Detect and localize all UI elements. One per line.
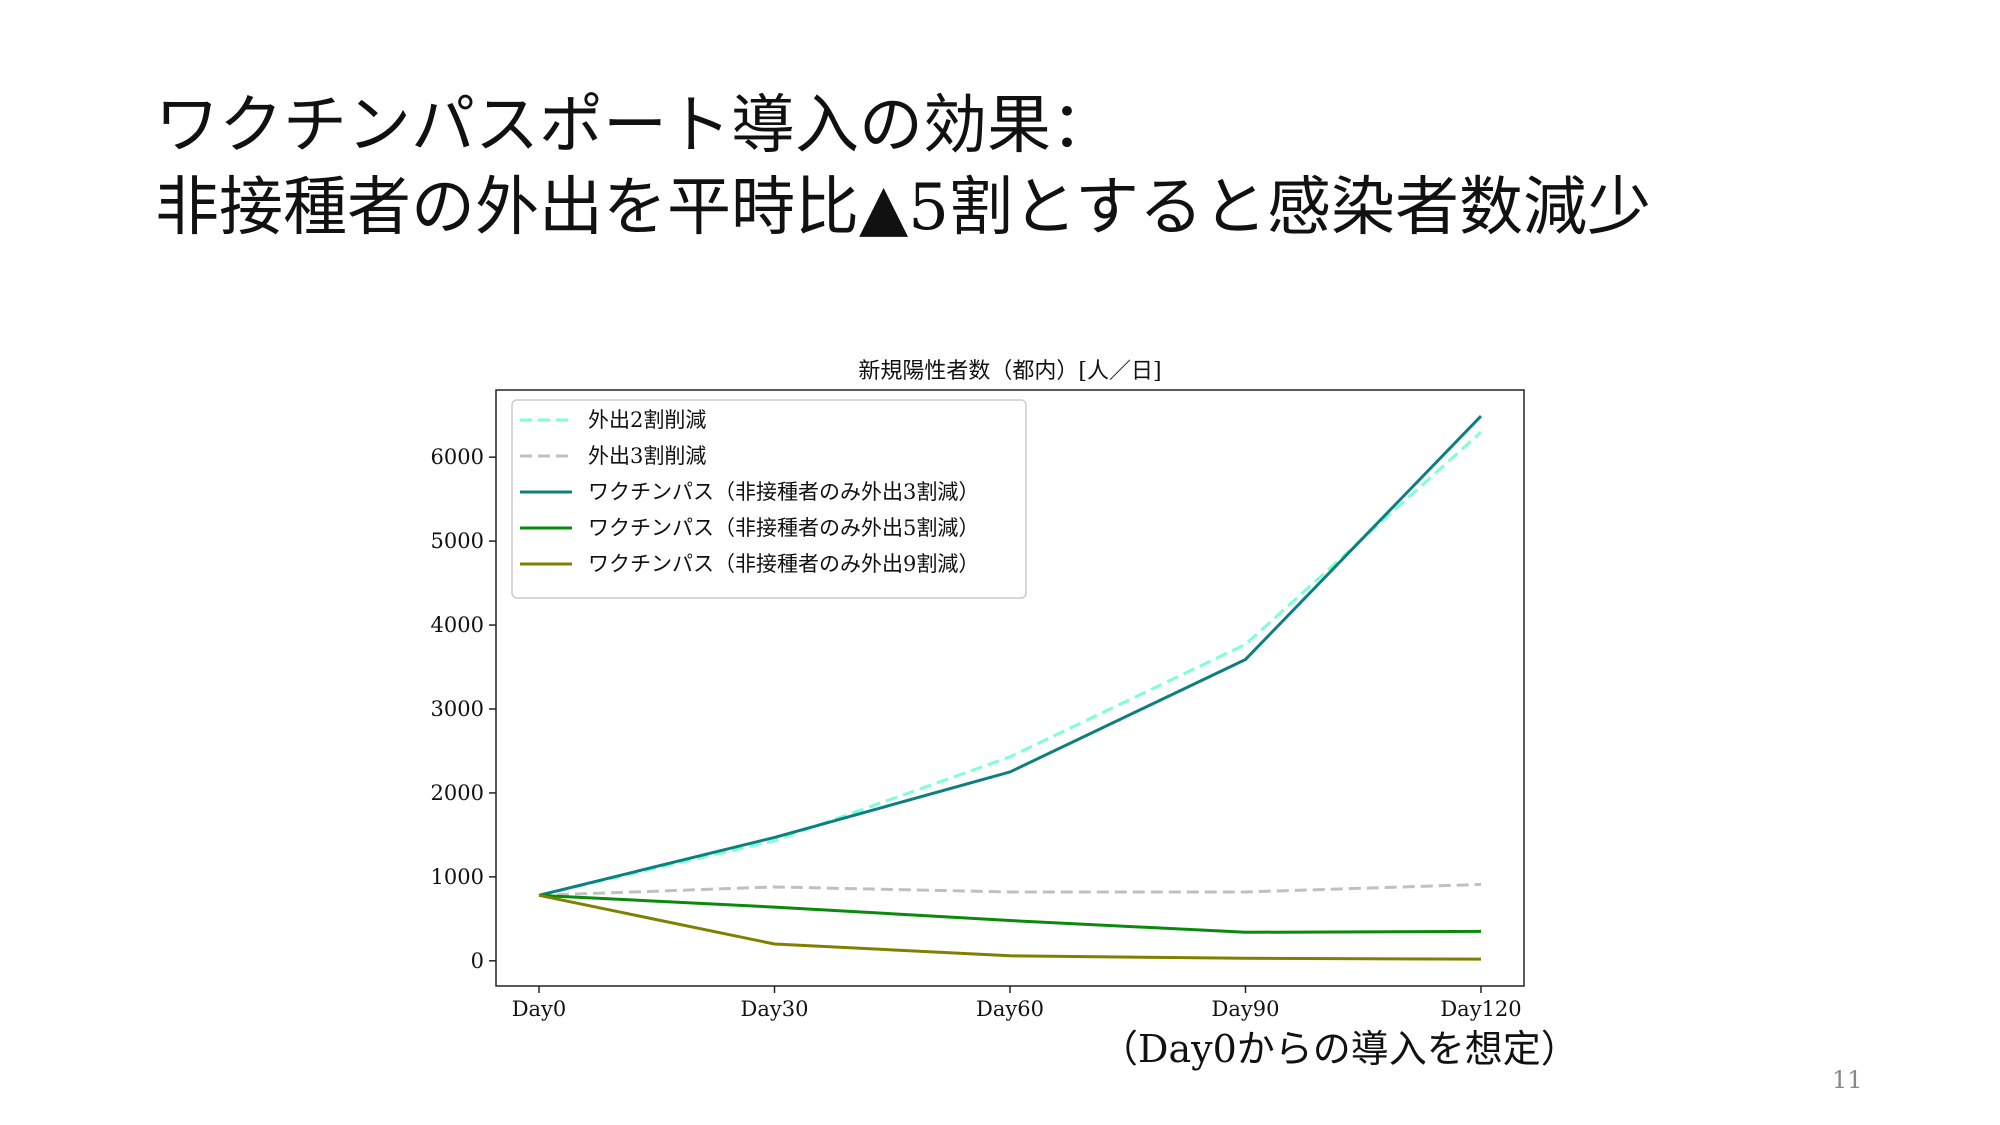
legend-label-1: 外出2割削減 (588, 408, 706, 432)
x-tick-label: Day120 (1440, 997, 1521, 1021)
chart-title: 新規陽性者数（都内）[人／日] (858, 359, 1161, 384)
y-tick-label: 3000 (431, 697, 484, 721)
series-line-4 (538, 893, 1482, 934)
x-tick-label: Day0 (512, 997, 567, 1021)
slide-title: ワクチンパスポート導入の効果： 非接種者の外出を平時比▲5割とすると感染者数減少 (155, 85, 1955, 249)
legend-label-5: ワクチンパス（非接種者のみ外出9割減） (588, 552, 979, 576)
x-tick-label: Day60 (976, 997, 1044, 1021)
page-number: 11 (1832, 1066, 1863, 1094)
legend-label-2: 外出3割削減 (588, 444, 706, 468)
y-tick-label: 0 (471, 949, 484, 973)
y-tick-label: 5000 (431, 529, 484, 553)
series-line-5 (538, 893, 1482, 961)
y-tick-label: 6000 (431, 445, 484, 469)
legend-label-3: ワクチンパス（非接種者のみ外出3割減） (588, 480, 979, 504)
chart-footnote: （Day0からの導入を想定） (1100, 1027, 1579, 1071)
y-tick-label: 2000 (431, 781, 484, 805)
slide-title-line2: 非接種者の外出を平時比▲5割とすると感染者数減少 (155, 171, 1652, 245)
y-tick-label: 1000 (431, 865, 484, 889)
legend-box (511, 399, 1027, 599)
legend-label-4: ワクチンパス（非接種者のみ外出5割減） (588, 516, 979, 540)
series-line-3 (538, 414, 1483, 897)
series-line-2 (538, 882, 1482, 897)
x-tick-label: Day30 (741, 997, 809, 1021)
slide-title-line1: ワクチンパスポート導入の効果： (155, 89, 1115, 163)
x-tick-label: Day90 (1212, 997, 1280, 1021)
series-line-1 (538, 430, 1483, 897)
y-tick-label: 4000 (431, 613, 484, 637)
